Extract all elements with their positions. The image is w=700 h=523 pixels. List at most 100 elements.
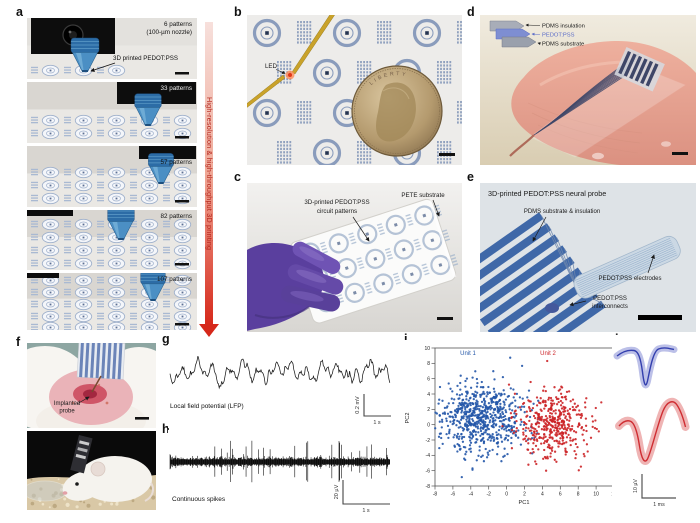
y-tick-label: 2 (427, 407, 430, 413)
implanted-label-2: probe (59, 409, 75, 415)
scale-bar (638, 315, 682, 320)
y-tick-label: 0 (427, 422, 430, 428)
panel-label-h: h (162, 422, 170, 436)
head-connector (70, 435, 93, 474)
print-photo-1 (27, 18, 197, 79)
electrodes-arrow (647, 254, 655, 274)
substrate-arrow (532, 216, 547, 242)
scale-bar (175, 263, 189, 266)
substrate-label: PETE substrate (401, 192, 445, 199)
unit1-legend: Unit 1 (460, 351, 476, 357)
time-scale-label: 1 s (373, 420, 381, 426)
printed-pattern-array (31, 114, 192, 140)
panel-a-frame-4: 82 patterns (27, 210, 197, 270)
panel-label-a: a (16, 5, 23, 19)
scale-bar (175, 200, 189, 203)
printer-head (27, 210, 73, 216)
reference-tail (509, 134, 535, 157)
frame-4-caption: 82 patterns (160, 213, 192, 220)
wound-core (83, 389, 97, 399)
contact-pads (614, 47, 665, 92)
print-photo-3 (27, 146, 197, 207)
panel-a-frame-3: 57 patterns (27, 146, 197, 207)
layer-label-insulation: PDMS insulation (542, 24, 585, 30)
y-tick-label: -6 (426, 468, 431, 474)
panel-h-spikes: Continuous spikes 20 µV 1 s (168, 430, 400, 520)
y-tick-label: -8 (426, 484, 431, 490)
layer-label-pedot: PEDOT:PSS (542, 33, 575, 39)
probe-needle-icon (291, 15, 335, 75)
panel-f-mouse-photo (27, 431, 156, 510)
frame-2-caption: 33 patterns (160, 85, 192, 92)
dish (27, 480, 68, 502)
substrate-annotation: PDMS substrate & insulation (524, 209, 600, 215)
x-axis-label: PC1 (519, 500, 530, 506)
implanted-label: Implanted (54, 401, 80, 407)
panel-f-surgery-photo: Implanted probe (27, 343, 156, 428)
pattern-count: 6 patterns (163, 21, 192, 28)
scale-bar (672, 152, 688, 155)
x-tick-label: -2 (486, 492, 491, 498)
panel-label-d: d (467, 5, 475, 19)
print-photo-4 (27, 210, 197, 270)
probe-title: 3D-printed PEDOT:PSS neural probe (488, 189, 606, 198)
interconnects-annotation: PEDOT:PSS (593, 296, 627, 302)
spike-trace-band (170, 459, 390, 465)
layer-label-substrate: PDMS substrate (542, 42, 584, 48)
panel-e-photo: 3D-printed PEDOT:PSS neural probe PDMS s… (480, 183, 696, 332)
panel-label-i: i (404, 332, 408, 346)
unit1-waveform (613, 344, 678, 389)
printing-arrow-label: High-resolution & high-throughput 3D pri… (205, 97, 214, 251)
panel-label-b: b (234, 5, 242, 19)
y-tick-label: 10 (424, 346, 430, 352)
annotation-arrow (90, 62, 116, 72)
unit2-points (501, 359, 603, 472)
panel-j-waveforms: 10 µV 1 ms (612, 336, 698, 511)
ink-blob (545, 303, 559, 313)
panel-label-e: e (467, 170, 474, 184)
printed-pattern-array (31, 218, 192, 270)
interconnects-arrow (569, 300, 587, 307)
frame-3-caption: 57 patterns (160, 159, 192, 166)
panel-c-photo: 3D-printed PEDOT:PSS circuit patterns PE… (247, 183, 462, 332)
interconnect-pads (480, 212, 606, 332)
x-tick-label: 2 (523, 492, 526, 498)
scale-bar (175, 72, 189, 75)
y-tick-label: -4 (426, 453, 431, 459)
x-tick-label: -4 (469, 492, 474, 498)
y-tick-label: 6 (427, 376, 430, 382)
panel-d-photo: PDMS insulation PEDOT:PSS PDMS substrate (480, 15, 696, 165)
scale-bar (135, 417, 149, 420)
lfp-caption: Local field potential (LFP) (170, 403, 244, 410)
interconnects-annotation-2: interconnects (592, 304, 628, 310)
panel-label-f: f (16, 335, 21, 349)
unit1-points (434, 356, 541, 479)
x-tick-label: 4 (541, 492, 544, 498)
probe-needle-icon (247, 74, 286, 108)
x-tick-label: 0 (505, 492, 508, 498)
annotation-pedot: 3D-printed PEDOT:PSS (304, 199, 369, 206)
voltage-scale-label: 0.2 mV (355, 396, 361, 414)
coin-highlight (382, 87, 410, 100)
printing-arrow (205, 22, 213, 326)
scale-bars (641, 474, 676, 499)
mouse (62, 456, 154, 502)
x-tick-label: 8 (577, 492, 580, 498)
annotation-pedot-2: circuit patterns (317, 208, 357, 215)
scale-bar (175, 323, 189, 326)
printed-pattern-array (31, 64, 126, 77)
printed-pattern-array (31, 274, 192, 330)
y-tick-label: -2 (426, 438, 431, 444)
plot-background (168, 430, 400, 520)
panel-label-g: g (162, 332, 170, 346)
probe-shank-line (91, 375, 102, 393)
frame-5-caption: 107 patterns (156, 276, 192, 283)
led-dot (288, 73, 292, 77)
droplet (592, 152, 604, 160)
scale-bars (363, 394, 391, 417)
time-scale-label: 1 ms (653, 502, 665, 508)
plot-background (402, 340, 618, 508)
led-label: LED (265, 63, 278, 70)
voltage-scale-label: 20 µV (334, 484, 340, 499)
